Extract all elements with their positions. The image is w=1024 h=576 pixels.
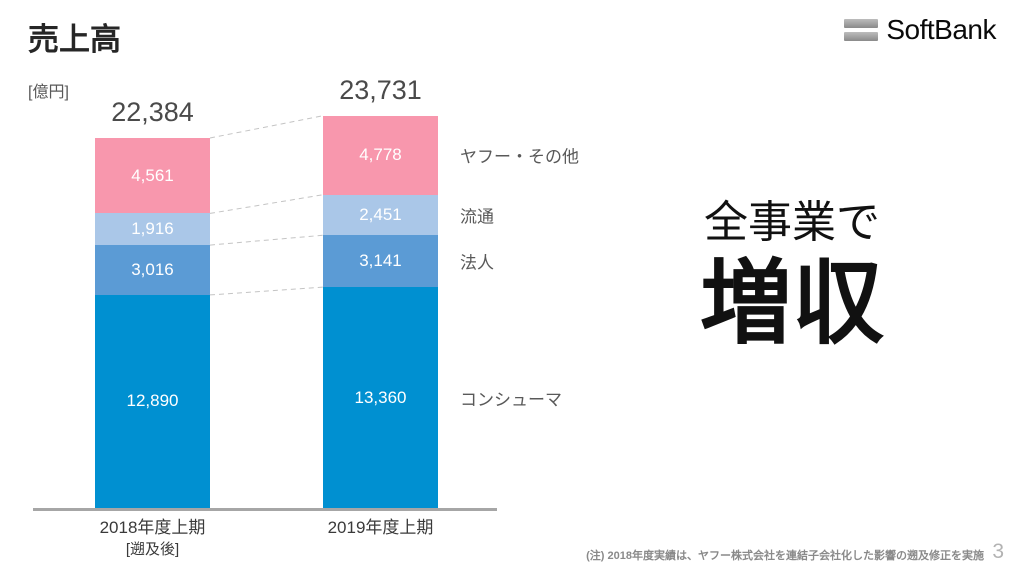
bar-segment: 3,016	[95, 245, 210, 295]
footnote: (注) 2018年度実績は、ヤフー株式会社を連結子会社化した影響の遡及修正を実施	[586, 550, 984, 562]
series-name-label: ヤフー・その他	[460, 147, 579, 167]
page-title: 売上高	[28, 22, 121, 57]
segment-value-label: 3,141	[359, 251, 402, 271]
series-name-label: コンシューマ	[460, 390, 562, 410]
series-name-label: 流通	[460, 207, 494, 227]
page-number: 3	[992, 540, 1004, 563]
x-axis-category-sublabel: [遡及後]	[125, 540, 180, 558]
segment-value-label: 3,016	[131, 260, 174, 279]
bar-total-label: 23,731	[339, 74, 422, 105]
unit-label: [億円]	[28, 84, 69, 101]
x-axis-category-label: 2019年度上期	[327, 518, 434, 537]
segment-value-label: 12,890	[126, 391, 179, 411]
bar-segment: 4,778	[323, 115, 438, 195]
headline-line1: 全事業で	[704, 198, 880, 247]
bar-segment: 4,561	[95, 138, 210, 214]
softbank-logo: SoftBank	[844, 14, 996, 46]
softbank-logo-text: SoftBank	[886, 14, 996, 45]
segment-value-label: 4,778	[359, 145, 402, 165]
segment-value-label: 4,561	[131, 165, 174, 185]
segment-value-label: 1,916	[131, 219, 174, 239]
bar-total-label: 22,384	[111, 97, 194, 127]
bar-segment: 1,916	[95, 213, 210, 246]
bar-segment: 12,890	[95, 294, 210, 508]
bar-segment: 2,451	[323, 194, 438, 236]
softbank-logo-icon	[844, 17, 879, 43]
segment-value-label: 2,451	[359, 204, 402, 224]
segment-value-label: 13,360	[354, 387, 407, 407]
headline-line2: 増収	[699, 253, 884, 355]
bar-segment: 3,141	[323, 235, 438, 288]
axis-baseline	[33, 508, 497, 511]
headline: 全事業で 増収	[618, 186, 966, 350]
bar-segment: 13,360	[323, 287, 438, 508]
series-name-label: 法人	[460, 253, 494, 273]
x-axis-category-label: 2018年度上期 [遡及後]	[50, 517, 255, 560]
